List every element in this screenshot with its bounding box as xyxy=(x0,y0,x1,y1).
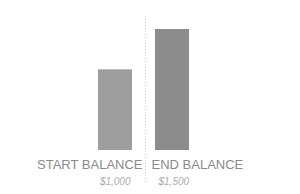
svg-text:END BALANCE: END BALANCE xyxy=(152,157,244,172)
svg-text:START BALANCE: START BALANCE xyxy=(37,157,143,172)
svg-text:$1,500: $1,500 xyxy=(158,176,190,187)
svg-text:$1,000: $1,000 xyxy=(99,176,131,187)
